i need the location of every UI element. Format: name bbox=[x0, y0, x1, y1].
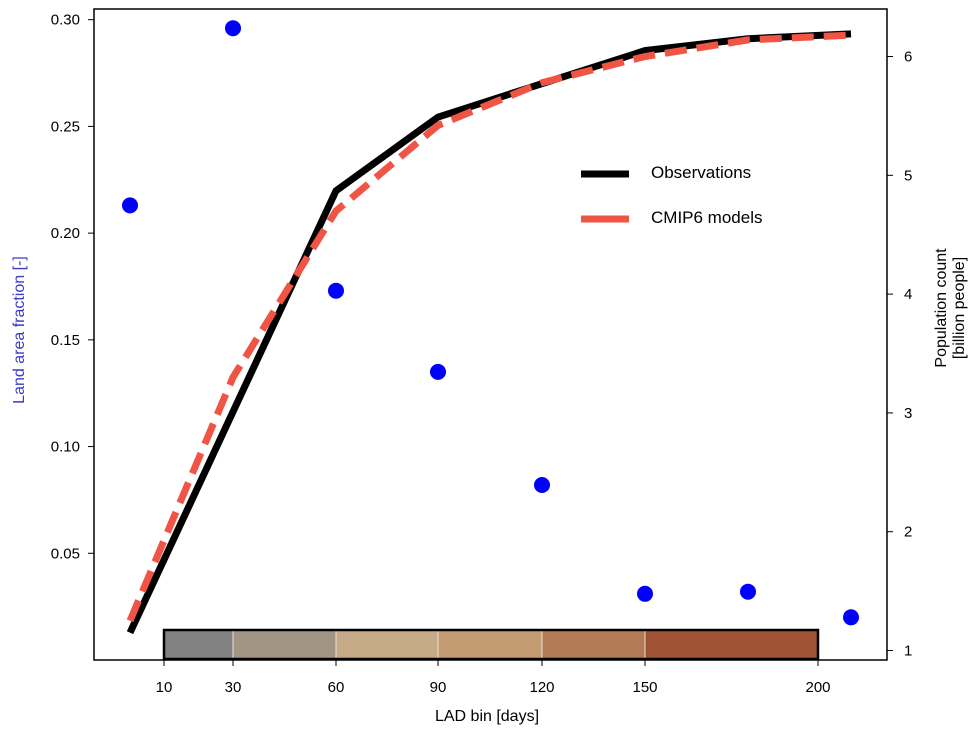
right-tick-label: 2 bbox=[904, 524, 912, 541]
x-tick-label: 150 bbox=[632, 679, 657, 696]
scatter-point bbox=[637, 585, 653, 602]
left-tick-label: 0.10 bbox=[51, 439, 80, 456]
left-tick-label: 0.20 bbox=[51, 225, 80, 242]
x-tick-label: 30 bbox=[225, 679, 242, 696]
right-axis-title-line1: Population count bbox=[933, 248, 950, 368]
colorbar-segment-10-30 bbox=[164, 630, 233, 659]
colorbar-segment-150-200 bbox=[645, 630, 818, 659]
plot-frame bbox=[93, 8, 888, 661]
left-axis-title: Land area fraction [-] bbox=[11, 256, 28, 404]
colorbar-segment-60-90 bbox=[336, 630, 438, 659]
series-line-cmip6 bbox=[126, 31, 852, 623]
scatter-point bbox=[225, 20, 241, 37]
scatter-layer bbox=[122, 20, 859, 626]
legend: Observations CMIP6 models bbox=[581, 163, 762, 227]
legend-label-cmip6: CMIP6 models bbox=[651, 208, 762, 227]
left-tick-label: 0.15 bbox=[51, 332, 80, 349]
x-tick-label: 90 bbox=[430, 679, 447, 696]
series-line-observations bbox=[126, 30, 852, 635]
right-tick-label: 1 bbox=[904, 642, 912, 659]
left-tick-label: 0.05 bbox=[51, 545, 80, 562]
scatter-point bbox=[430, 363, 446, 380]
lad-colorbar bbox=[162, 628, 820, 661]
right-axis: 1 2 3 4 5 6 bbox=[887, 49, 912, 659]
colorbar-segment-120-150 bbox=[542, 630, 645, 659]
x-tick-label: 60 bbox=[328, 679, 345, 696]
scatter-point bbox=[122, 197, 138, 214]
colorbar-segment-30-60 bbox=[233, 630, 336, 659]
x-tick-label: 120 bbox=[529, 679, 554, 696]
colorbar-frame bbox=[162, 628, 820, 661]
colorbar-segment-90-120 bbox=[438, 630, 542, 659]
right-axis-title-line2: [billion people] bbox=[951, 257, 968, 359]
x-tick-label: 10 bbox=[156, 679, 173, 696]
right-tick-label: 3 bbox=[904, 405, 912, 422]
right-tick-label: 6 bbox=[904, 49, 912, 66]
x-axis-title: LAD bin [days] bbox=[435, 708, 539, 725]
right-tick-label: 5 bbox=[904, 167, 912, 184]
left-tick-label: 0.30 bbox=[51, 12, 80, 29]
x-axis: 10 30 60 90 120 150 200 bbox=[156, 660, 831, 696]
right-tick-label: 4 bbox=[904, 286, 912, 303]
scatter-point bbox=[328, 282, 344, 299]
scatter-point bbox=[843, 609, 859, 626]
scatter-point bbox=[740, 583, 756, 600]
scatter-point bbox=[534, 477, 550, 493]
series-layer bbox=[126, 30, 852, 635]
left-tick-label: 0.25 bbox=[51, 118, 80, 135]
left-axis: 0.05 0.10 0.15 0.20 0.25 0.30 bbox=[51, 12, 94, 562]
x-tick-label: 200 bbox=[805, 679, 830, 696]
legend-label-observations: Observations bbox=[651, 163, 751, 182]
